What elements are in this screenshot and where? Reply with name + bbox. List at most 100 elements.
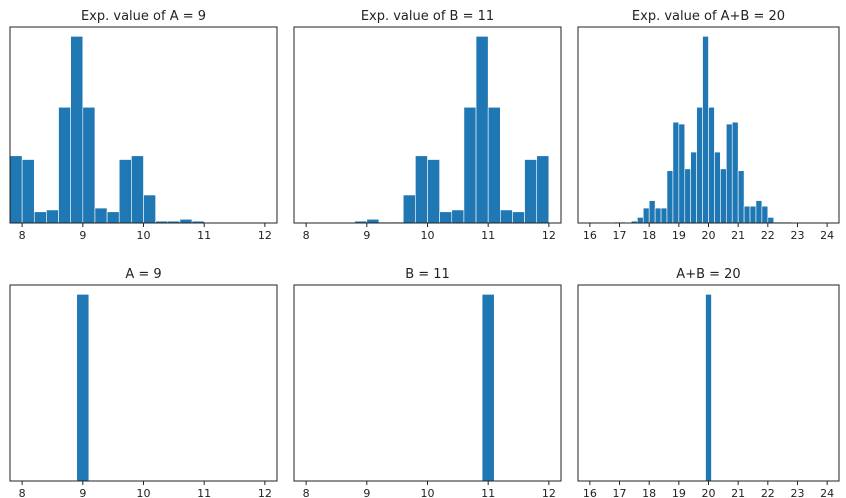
histogram-bar xyxy=(708,106,715,224)
histogram-bar xyxy=(642,207,650,224)
histogram-bar xyxy=(731,121,739,224)
histogram-bar xyxy=(70,36,84,224)
histogram-bar xyxy=(46,209,59,224)
x-tick-label: 23 xyxy=(790,229,804,242)
x-tick-label: 8 xyxy=(19,229,26,242)
x-tick-label: 9 xyxy=(363,229,370,242)
histogram-bar xyxy=(702,36,709,224)
x-tick-label: 19 xyxy=(672,487,686,498)
histogram-bar xyxy=(439,211,453,224)
x-tick-label: 11 xyxy=(197,229,211,242)
x-tick-label: 23 xyxy=(790,487,804,498)
histogram-bar xyxy=(536,155,550,224)
x-tick-label: 21 xyxy=(731,229,745,242)
chart-panel: A = 9 8 9 10 11 12 xyxy=(9,267,278,498)
histogram-bar xyxy=(415,155,428,224)
histogram-bar xyxy=(512,211,525,224)
x-tick-label: 18 xyxy=(642,229,656,242)
panel-title: A = 9 xyxy=(125,267,161,282)
x-tick-label: 20 xyxy=(702,229,716,242)
histogram-bar xyxy=(696,106,703,224)
x-tick-label: 18 xyxy=(642,487,656,498)
histogram-bar xyxy=(366,218,380,224)
histogram-bar xyxy=(767,217,775,224)
histogram-bar xyxy=(481,294,495,482)
histogram-bar xyxy=(76,294,90,482)
histogram-bar xyxy=(690,151,697,224)
histogram-bar xyxy=(427,159,440,224)
histogram-bar xyxy=(82,106,96,224)
panel-title: B = 11 xyxy=(405,267,450,282)
histogram-bar xyxy=(678,123,686,224)
x-tick-label: 21 xyxy=(731,487,745,498)
x-tick-label: 17 xyxy=(613,487,627,498)
x-tick-label: 8 xyxy=(19,487,26,498)
axes-frame xyxy=(293,284,562,482)
histogram-bar xyxy=(118,159,132,224)
histogram-bar xyxy=(463,106,477,224)
histogram-bar xyxy=(179,218,193,224)
histogram-bar xyxy=(9,155,23,224)
histogram-bar xyxy=(654,207,662,224)
panel-title: Exp. value of A+B = 20 xyxy=(632,9,785,24)
panel-title: A+B = 20 xyxy=(676,267,740,282)
x-tick-label: 9 xyxy=(79,487,86,498)
axes-frame xyxy=(9,284,278,482)
x-tick-label: 11 xyxy=(481,487,495,498)
x-tick-label: 10 xyxy=(137,229,151,242)
x-tick-label: 9 xyxy=(79,229,86,242)
histogram-bar xyxy=(749,205,757,224)
x-tick-label: 17 xyxy=(613,229,627,242)
histogram-bar xyxy=(131,155,144,224)
x-tick-label: 24 xyxy=(820,487,834,498)
histogram-bar xyxy=(714,151,721,224)
x-tick-label: 12 xyxy=(258,487,272,498)
histogram-bar xyxy=(58,106,71,224)
histogram-bar xyxy=(761,205,769,224)
x-tick-label: 12 xyxy=(542,487,556,498)
x-tick-label: 12 xyxy=(258,229,272,242)
chart-panel: A+B = 20 16 17 18 19 20 21 22 23 24 xyxy=(577,267,840,498)
x-tick-label: 8 xyxy=(303,229,310,242)
x-tick-label: 24 xyxy=(820,229,834,242)
x-tick-label: 16 xyxy=(583,487,597,498)
x-tick-label: 8 xyxy=(303,487,310,498)
histogram-bar xyxy=(660,207,668,224)
chart-panel: B = 11 8 9 10 11 12 xyxy=(293,267,562,498)
histogram-bar xyxy=(500,209,513,224)
histogram-bar xyxy=(106,211,120,224)
x-tick-label: 11 xyxy=(481,229,495,242)
histogram-bar xyxy=(684,168,692,224)
histogram-bar xyxy=(487,106,501,224)
histogram-bar xyxy=(666,170,674,224)
x-tick-label: 10 xyxy=(137,487,151,498)
x-tick-label: 9 xyxy=(363,487,370,498)
chart-panel: Exp. value of A+B = 20 16 17 18 19 20 21 22 23 24 xyxy=(577,9,840,242)
x-tick-label: 22 xyxy=(761,487,775,498)
histogram-bar xyxy=(737,170,745,224)
histogram-bar xyxy=(94,207,108,224)
x-tick-label: 16 xyxy=(583,229,597,242)
histogram-bar xyxy=(451,209,465,224)
chart-panel: Exp. value of A = 9 8 9 10 11 12 xyxy=(9,9,278,242)
x-tick-label: 12 xyxy=(542,229,556,242)
x-tick-label: 22 xyxy=(761,229,775,242)
histogram-bar xyxy=(672,121,680,224)
histogram-bar xyxy=(402,194,416,224)
x-tick-label: 20 xyxy=(702,487,716,498)
x-tick-label: 10 xyxy=(421,229,435,242)
histogram-bar xyxy=(33,211,47,224)
x-tick-label: 10 xyxy=(421,487,435,498)
histogram-bar xyxy=(648,200,656,224)
histogram-bar xyxy=(725,123,733,224)
histogram-bar xyxy=(143,194,156,224)
histogram-bar xyxy=(21,159,35,224)
histogram-bar xyxy=(720,168,727,224)
panel-title: Exp. value of B = 11 xyxy=(361,9,494,24)
x-tick-label: 19 xyxy=(672,229,686,242)
histogram-bar xyxy=(637,217,644,224)
histogram-bar xyxy=(524,159,538,224)
histogram-bar xyxy=(755,200,763,224)
histogram-bar xyxy=(475,36,489,224)
